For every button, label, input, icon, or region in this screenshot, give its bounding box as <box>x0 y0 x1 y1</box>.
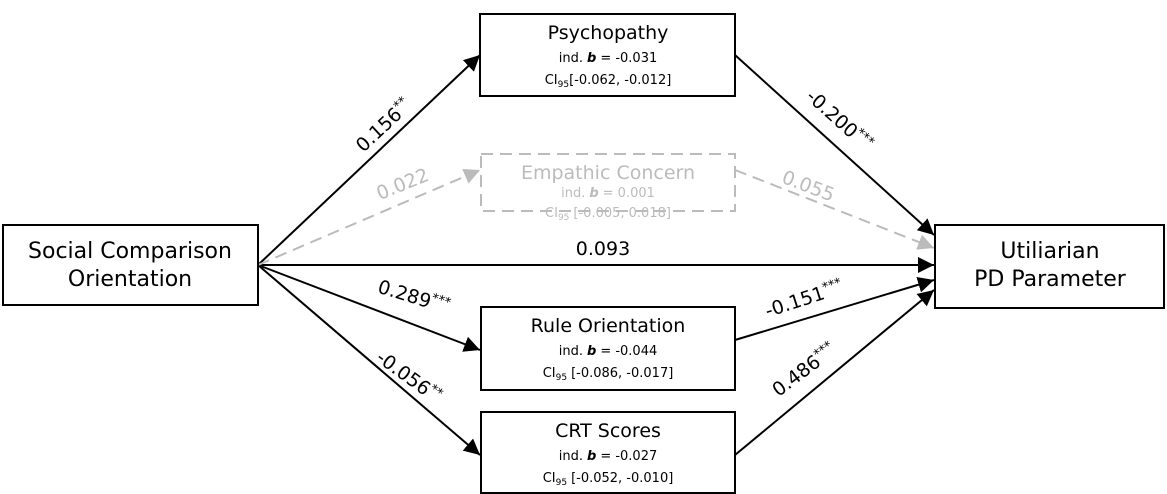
ind-value: = -0.031 <box>600 51 657 66</box>
confidence-interval: CI95 [-0.052, -0.010] <box>543 471 674 488</box>
arrow <box>734 169 935 250</box>
edge-label: -0.056** <box>372 346 446 409</box>
arrow <box>734 276 935 341</box>
ci-interval: [-0.086, -0.017] <box>571 366 673 381</box>
dashed-arrows <box>257 168 935 266</box>
arrow <box>734 289 935 456</box>
coef: 0.093 <box>576 238 630 260</box>
mediator-text: Empathic Concern ind. b = 0.001 CI95 [-0.005,… <box>521 162 695 223</box>
ci-label: CI <box>543 366 556 381</box>
confidence-interval: CI95[-0.062, -0.012] <box>545 73 672 90</box>
mediator-text: CRT Scores ind. b = -0.027 CI95 [-0.052, -0.0… <box>543 420 674 488</box>
mediator-name: CRT Scores <box>555 420 661 442</box>
ind-prefix: ind. <box>559 449 583 464</box>
ind-symbol: b <box>587 449 596 464</box>
ind-value: = -0.044 <box>600 344 657 359</box>
edge-label: 0.093 <box>576 238 630 260</box>
confidence-interval: CI95 [-0.005, 0.018] <box>545 206 671 223</box>
ci-sub: 95 <box>556 478 567 488</box>
mediator-box <box>480 411 736 494</box>
mediator-box <box>480 306 736 391</box>
ind-symbol: b <box>587 344 596 359</box>
mediator-box <box>480 153 736 212</box>
label-line: Orientation <box>68 267 192 292</box>
confidence-interval: CI95 [-0.086, -0.017] <box>543 366 674 383</box>
node-label: Social Comparison Orientation <box>28 239 232 292</box>
ci-label: CI <box>545 73 558 88</box>
mediator-text: Psychopathy ind. b = -0.031 CI95[-0.062, -0.… <box>545 22 672 90</box>
arrows <box>257 54 935 456</box>
edge-label: 0.055 <box>779 166 838 206</box>
edge-label: 0.022 <box>373 164 432 205</box>
ci-sub: 95 <box>558 213 569 223</box>
ci-label: CI <box>545 206 558 221</box>
coef: 0.022 <box>373 164 432 205</box>
coef: 0.055 <box>779 166 838 206</box>
ci-interval: [-0.005, 0.018] <box>573 206 671 221</box>
node-label: Utiliarian PD Parameter <box>974 239 1127 292</box>
label-line: Social Comparison <box>28 239 232 264</box>
stars: *** <box>430 291 454 311</box>
mediator-text: Rule Orientation ind. b = -0.044 CI95 [-0.086… <box>531 315 686 383</box>
ci-sub: 95 <box>556 373 567 383</box>
coef: -0.200 <box>802 85 862 142</box>
label-line: PD Parameter <box>974 267 1127 292</box>
ind-prefix: ind. <box>559 51 583 66</box>
ci-interval: [-0.052, -0.010] <box>571 471 673 486</box>
ind-prefix: ind. <box>561 186 585 201</box>
node-box <box>934 224 1165 309</box>
ci-sub: 95 <box>558 80 569 90</box>
ind-value: = -0.027 <box>600 449 657 464</box>
ind-value: = 0.001 <box>603 186 655 201</box>
indirect-effect: ind. b = -0.044 <box>559 344 658 359</box>
indirect-effect: ind. b = 0.001 <box>561 186 655 201</box>
mediator-name: Empathic Concern <box>521 162 695 184</box>
ind-prefix: ind. <box>559 344 583 359</box>
arrow <box>257 168 481 266</box>
arrow <box>257 264 481 352</box>
ci-interval: [-0.062, -0.012] <box>569 73 671 88</box>
label-line: Utiliarian <box>1000 239 1099 264</box>
stars: *** <box>820 275 844 295</box>
coef: -0.056 <box>372 346 434 400</box>
arrow <box>257 264 481 456</box>
coef: -0.151 <box>762 282 827 322</box>
arrow <box>734 54 935 236</box>
mediator-name: Psychopathy <box>548 22 669 44</box>
node-box <box>2 224 259 306</box>
ci-label: CI <box>543 471 556 486</box>
edge-label: 0.486*** <box>768 338 841 401</box>
indirect-effect: ind. b = -0.031 <box>559 51 658 66</box>
edge-label: 0.289*** <box>375 275 453 319</box>
ind-symbol: b <box>589 186 598 201</box>
mediator-box <box>479 13 736 97</box>
ind-symbol: b <box>587 51 596 66</box>
arrow <box>257 54 481 266</box>
edge-label: -0.200*** <box>802 85 878 156</box>
mediator-name: Rule Orientation <box>531 315 686 337</box>
edge-label: -0.151*** <box>762 275 846 322</box>
indirect-effect: ind. b = -0.027 <box>559 449 658 464</box>
coef: 0.289 <box>375 276 433 313</box>
